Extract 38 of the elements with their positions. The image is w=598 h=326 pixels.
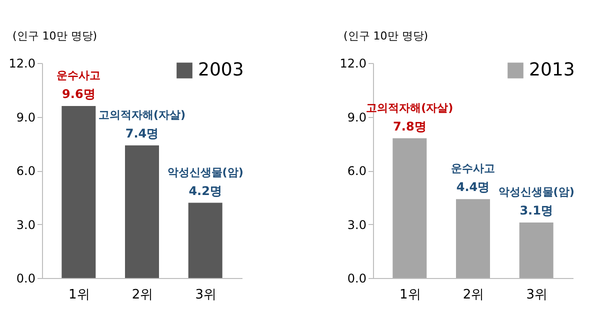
y-axis-title: (인구 10만 명당)	[344, 30, 428, 42]
x-tick-label: 3위	[195, 288, 216, 302]
annotation: 악성신생물(암)	[167, 166, 244, 179]
bar	[188, 202, 222, 278]
x-tick-label: 2위	[132, 288, 154, 302]
y-axis-title: (인구 10만 명당)	[12, 30, 98, 42]
text: 7.8명	[393, 119, 426, 134]
y-tick-label: 9.0	[347, 110, 366, 124]
x-tick-label: 2위	[462, 288, 484, 302]
y-tick-label: 3.0	[16, 218, 36, 232]
y-tick-label: 12.0	[340, 56, 366, 70]
y-tick-label: 0.0	[347, 272, 366, 286]
y-tick-label: 6.0	[347, 164, 366, 178]
bar	[456, 199, 490, 278]
annotation: 운수사고	[451, 162, 495, 176]
x-tick-label: 1위	[400, 288, 421, 302]
text: 9.6명	[62, 87, 96, 101]
bar	[392, 138, 427, 278]
bar	[519, 222, 554, 278]
annotation: 고의적자해(자살)	[366, 101, 454, 114]
y-tick-label: 12.0	[8, 56, 36, 70]
annotation: 운수사고	[56, 69, 101, 82]
bar	[62, 106, 96, 278]
text: 3.1명	[520, 203, 553, 218]
x-tick-label: 3위	[526, 288, 548, 302]
legend-label: 2003	[198, 60, 244, 80]
bar	[125, 145, 159, 278]
y-tick-label: 3.0	[347, 218, 366, 232]
y-tick-label: 6.0	[16, 164, 36, 178]
text: 4.4명	[456, 180, 490, 194]
annotation: 고의적자해(자살)	[98, 108, 186, 122]
text: 7.4명	[125, 126, 159, 140]
y-tick-label: 0.0	[16, 272, 36, 286]
annotation: 악성신생물(암)	[498, 185, 574, 198]
legend-label: 2013	[529, 60, 575, 80]
text: 4.2명	[188, 184, 222, 198]
x-tick-label: 1위	[68, 288, 90, 302]
y-tick-label: 9.0	[16, 110, 36, 124]
